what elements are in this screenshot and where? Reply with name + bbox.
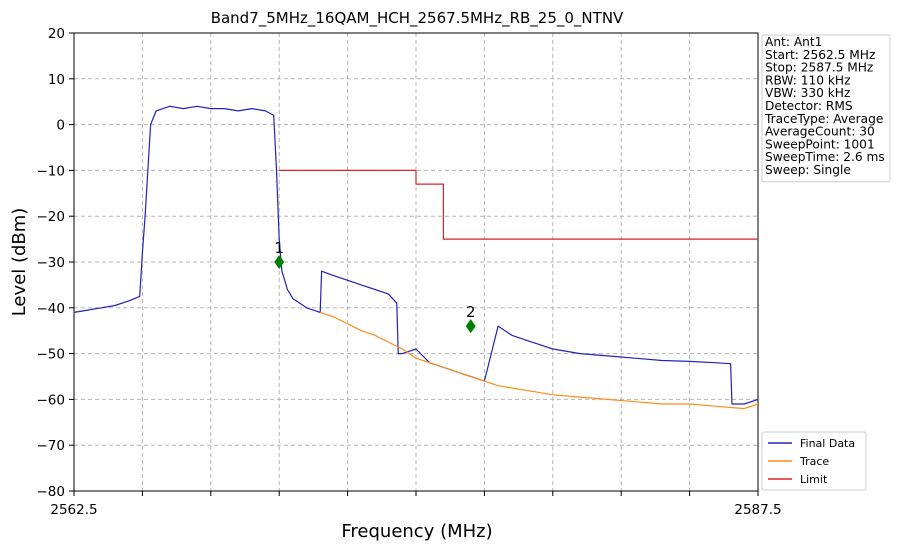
y-tick-label: 0 [56, 118, 65, 134]
y-tick-label: 20 [48, 26, 65, 42]
info-line: VBW: 330 kHz [765, 86, 850, 100]
info-line: Detector: RMS [765, 99, 853, 113]
info-line: Ant: Ant1 [765, 35, 822, 49]
y-tick-label: −30 [37, 255, 66, 271]
x-tick-label: 2587.5 [734, 502, 781, 518]
info-line: AverageCount: 30 [765, 125, 875, 139]
y-tick-label: −60 [37, 392, 66, 408]
legend-label: Limit [800, 473, 828, 486]
y-axis-label: Level (dBm) [9, 208, 30, 317]
y-tick-label: −50 [37, 347, 66, 363]
x-tick-label: 2562.5 [50, 502, 97, 518]
info-box-frame [761, 34, 891, 183]
info-line: SweepTime: 2.6 ms [765, 150, 885, 164]
info-line: Sweep: Single [765, 163, 851, 177]
x-axis-label: Frequency (MHz) [341, 521, 492, 542]
info-line: TraceType: Average [764, 112, 883, 126]
y-tick-label: −20 [37, 209, 66, 225]
series-line-trace [320, 311, 759, 410]
legend-frame [761, 431, 867, 491]
marker-label-1: 1 [274, 239, 284, 257]
marker-layer: 12 [274, 239, 476, 334]
marker-diamond-2 [465, 319, 476, 334]
series-line-final-data [73, 105, 759, 405]
y-tick-label: −70 [37, 438, 66, 454]
marker-label-2: 2 [466, 303, 476, 321]
info-line: RBW: 110 kHz [765, 73, 850, 87]
info-line: SweepPoint: 1001 [765, 137, 875, 151]
y-tick-label: −80 [37, 484, 66, 500]
series-line-limit [279, 169, 758, 240]
legend-label: Final Data [800, 437, 855, 450]
y-tick-label: 10 [48, 72, 65, 88]
legend-label: Trace [799, 455, 829, 468]
marker-diamond-1 [274, 255, 285, 269]
y-tick-label: −10 [37, 163, 66, 179]
y-tick-label: −40 [37, 301, 66, 317]
axis-ticks: 20 10 0 −10 −20 −30 −40 −50 −60 −70 −80 2562.5 2587.… [37, 26, 782, 518]
series-layer [73, 105, 759, 410]
chart-title: Band7_5MHz_16QAM_HCH_2567.5MHz_RB_25_0_N… [211, 9, 624, 28]
info-line: Start: 2562.5 MHz [765, 48, 875, 62]
legend: Final Data Trace Limit [761, 431, 867, 491]
info-line: Stop: 2587.5 MHz [765, 61, 873, 75]
grid [74, 33, 758, 491]
